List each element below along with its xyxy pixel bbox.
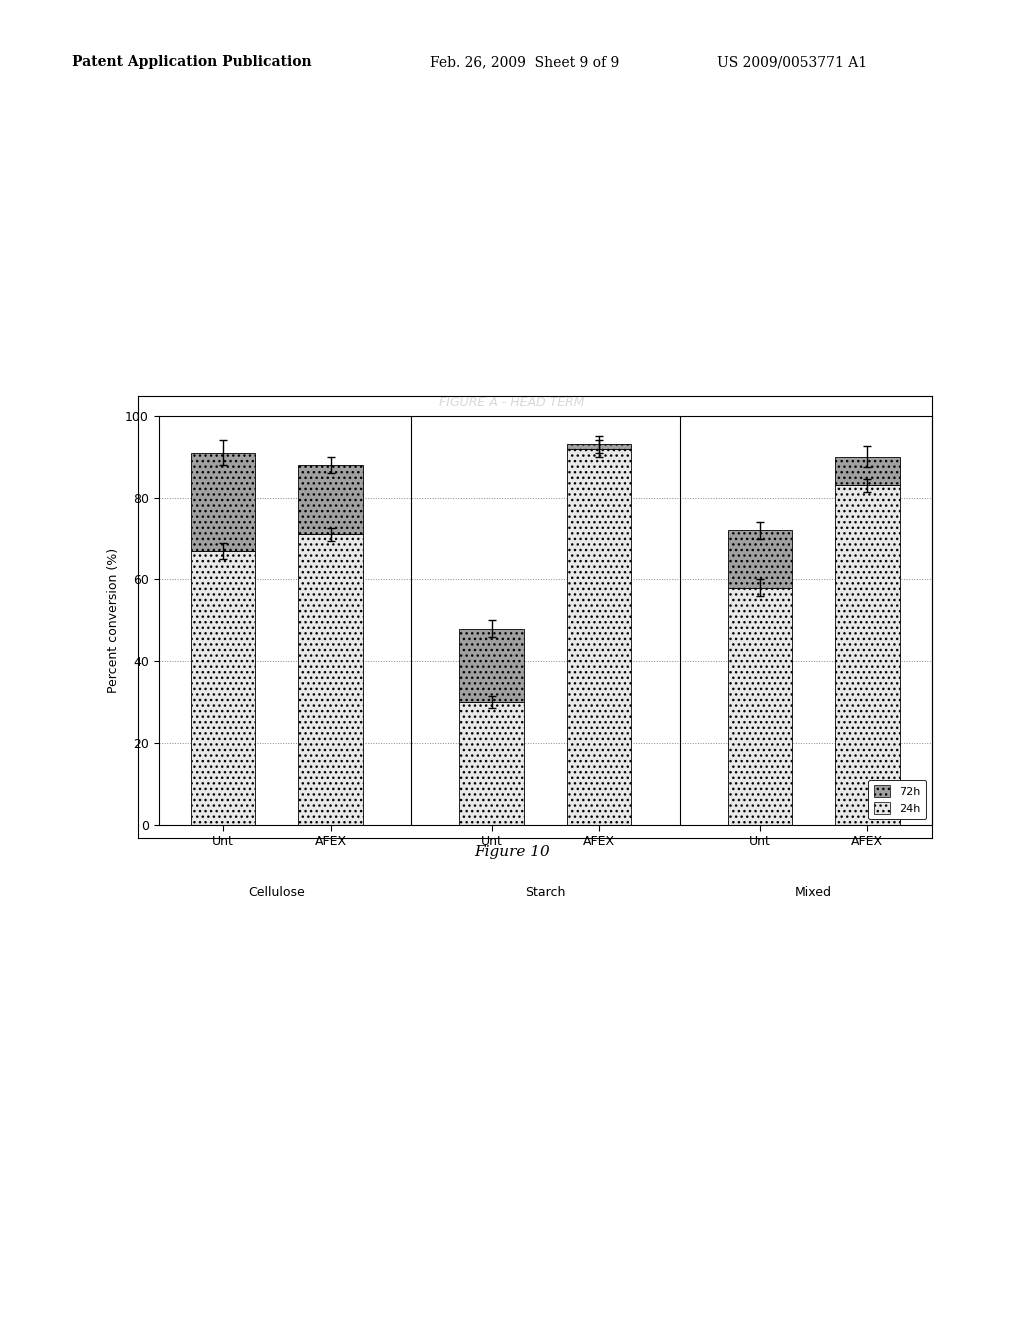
Text: Feb. 26, 2009  Sheet 9 of 9: Feb. 26, 2009 Sheet 9 of 9 <box>430 55 620 70</box>
Bar <box>566 449 631 825</box>
Bar <box>728 587 793 825</box>
Text: Patent Application Publication: Patent Application Publication <box>72 55 311 70</box>
Bar <box>298 535 362 825</box>
Text: Figure 10: Figure 10 <box>474 845 550 859</box>
Bar <box>190 453 255 550</box>
Bar <box>728 531 793 587</box>
Text: US 2009/0053771 A1: US 2009/0053771 A1 <box>717 55 867 70</box>
Bar <box>460 628 524 702</box>
Text: Cellulose: Cellulose <box>249 887 305 899</box>
Bar <box>566 445 631 449</box>
Y-axis label: Percent conversion (%): Percent conversion (%) <box>106 548 120 693</box>
Text: FIGURE A - HEAD TERM: FIGURE A - HEAD TERM <box>439 396 585 409</box>
Bar <box>836 457 900 486</box>
Bar <box>460 702 524 825</box>
Bar <box>190 550 255 825</box>
Text: Starch: Starch <box>525 887 565 899</box>
Bar <box>298 465 362 535</box>
Legend: 72h, 24h: 72h, 24h <box>868 780 927 820</box>
Text: Mixed: Mixed <box>796 887 833 899</box>
Bar <box>836 486 900 825</box>
